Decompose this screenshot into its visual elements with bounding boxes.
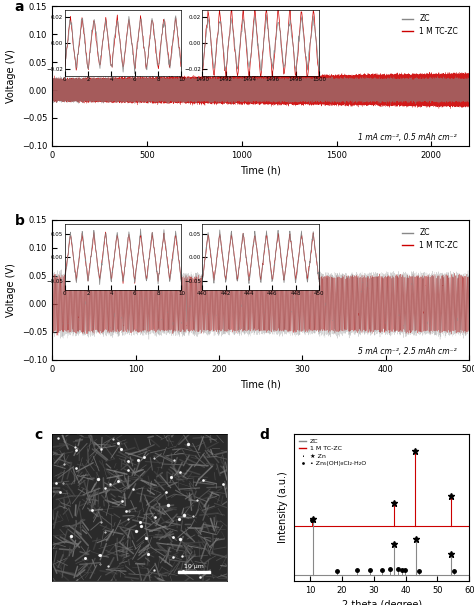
Text: d: d <box>259 428 269 442</box>
X-axis label: Time (h): Time (h) <box>240 379 281 389</box>
Legend: ZC, 1 M TC-ZC: ZC, 1 M TC-ZC <box>399 225 461 253</box>
Legend: ZC, 1 M TC-ZC: ZC, 1 M TC-ZC <box>399 11 461 39</box>
Y-axis label: Intensity (a.u.): Intensity (a.u.) <box>278 471 289 543</box>
Bar <box>178 571 210 574</box>
Text: b: b <box>15 214 25 228</box>
Text: c: c <box>35 428 43 442</box>
Y-axis label: Voltage (V): Voltage (V) <box>6 49 16 103</box>
Text: a: a <box>15 1 24 15</box>
X-axis label: 2 theta (degree): 2 theta (degree) <box>342 600 422 605</box>
Text: 1 mA cm⁻², 0.5 mAh cm⁻²: 1 mA cm⁻², 0.5 mAh cm⁻² <box>358 132 457 142</box>
Text: 10 μm: 10 μm <box>184 564 204 569</box>
X-axis label: Time (h): Time (h) <box>240 165 281 175</box>
Legend: ZC, 1 M TC-ZC, ★ Zn, • Zn₅(OH)₈Cl₂·H₂O: ZC, 1 M TC-ZC, ★ Zn, • Zn₅(OH)₈Cl₂·H₂O <box>297 437 368 468</box>
Text: 5 mA cm⁻², 2.5 mAh cm⁻²: 5 mA cm⁻², 2.5 mAh cm⁻² <box>358 347 457 356</box>
Y-axis label: Voltage (V): Voltage (V) <box>6 263 16 317</box>
